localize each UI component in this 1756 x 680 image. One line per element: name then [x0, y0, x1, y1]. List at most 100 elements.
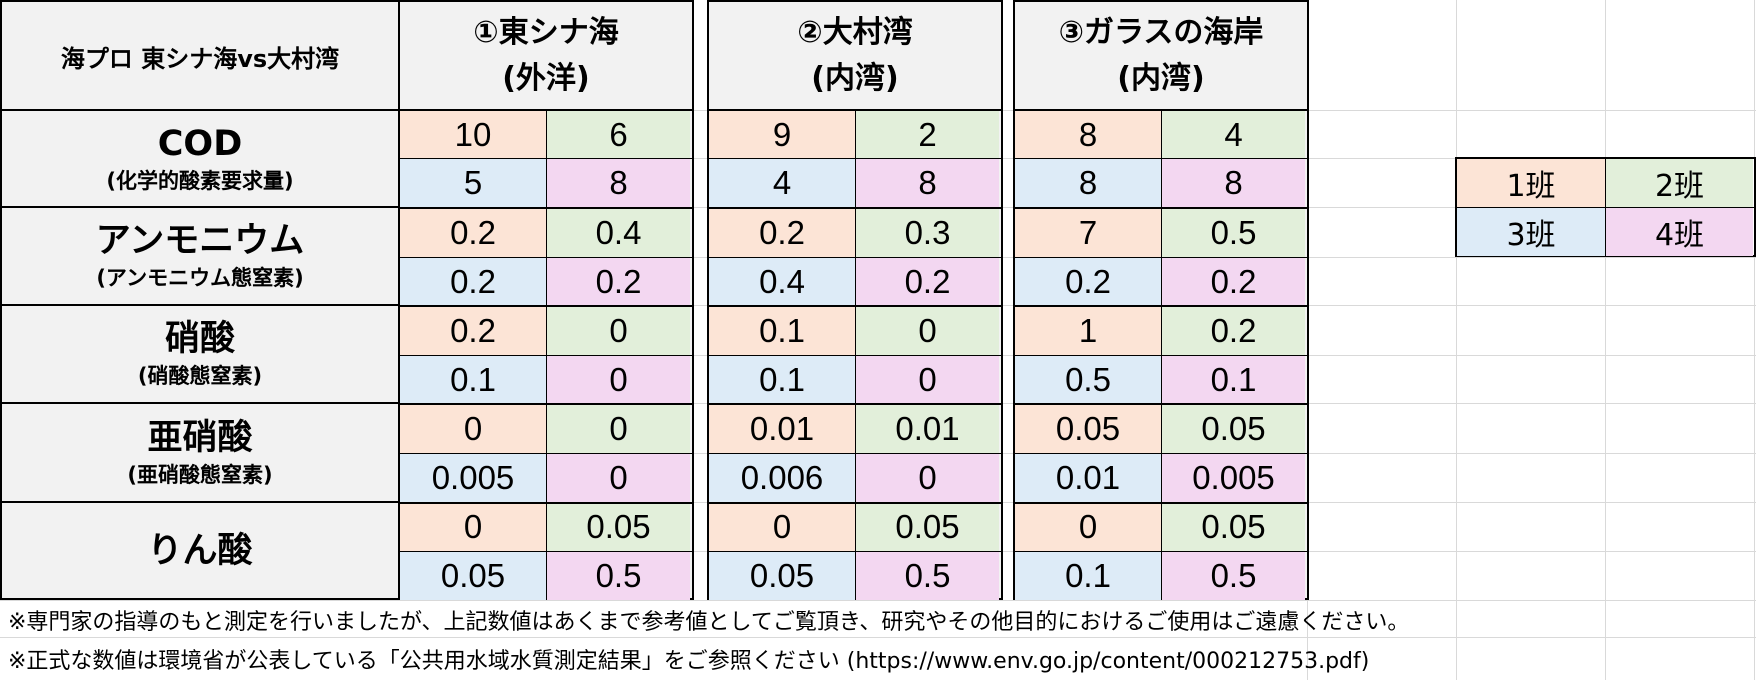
value-cell[interactable]: 0: [856, 356, 999, 403]
disclaimer-note: ※専門家の指導のもと測定を行いましたが、上記数値はあくまで参考値としてご覧頂き、…: [8, 610, 1410, 635]
value-cell[interactable]: 0.2: [400, 258, 546, 305]
row-label: 硝酸 (硝酸態窒素): [2, 305, 398, 403]
column-separator: [855, 110, 856, 600]
value-cell[interactable]: 8: [1015, 159, 1161, 207]
value-cell[interactable]: 0.2: [1162, 306, 1305, 355]
row-label: COD (化学的酸素要求量): [2, 110, 398, 207]
value-cell[interactable]: 0.01: [856, 404, 999, 453]
value-cell[interactable]: 4: [1162, 111, 1305, 158]
value-cell[interactable]: 0.2: [709, 208, 855, 257]
value-cell[interactable]: 0.2: [856, 258, 999, 305]
value-cell[interactable]: 7: [1015, 208, 1161, 257]
row-label-sub: (亜硝酸態窒素): [127, 462, 273, 487]
value-cell[interactable]: 0.2: [547, 258, 690, 305]
group-sub: (外洋): [502, 61, 590, 96]
value-cell[interactable]: 0.05: [1162, 404, 1305, 453]
value-cell[interactable]: 6: [547, 111, 690, 158]
row-label: アンモニウム (アンモニウム態窒素): [2, 207, 398, 305]
row-label-main: アンモニウム: [95, 221, 305, 261]
value-cell[interactable]: 8: [1015, 111, 1161, 158]
row-label-main: COD: [157, 123, 243, 164]
group-header: ②大村湾 (内湾): [709, 2, 1001, 110]
value-cell[interactable]: 0.1: [1162, 356, 1305, 403]
value-cell[interactable]: 0.5: [1015, 356, 1161, 403]
value-cell[interactable]: 2: [856, 111, 999, 158]
legend-cell: 4班: [1606, 208, 1753, 256]
row-label-main: 硝酸: [164, 319, 235, 359]
value-cell[interactable]: 8: [547, 159, 690, 207]
group-name: ②大村湾: [797, 15, 913, 50]
value-cell[interactable]: 0.05: [856, 503, 999, 551]
value-cell[interactable]: 0.2: [400, 208, 546, 257]
label-separator: [0, 402, 400, 404]
value-cell[interactable]: 0: [1015, 503, 1161, 551]
group-sub: (内湾): [811, 61, 899, 96]
value-cell[interactable]: 0.005: [400, 454, 546, 502]
row-label-sub: (アンモニウム態窒素): [96, 266, 304, 290]
value-cell[interactable]: 0.05: [400, 552, 546, 600]
group-name: ③ガラスの海岸: [1058, 15, 1264, 50]
value-cell[interactable]: 0: [856, 454, 999, 502]
value-cell[interactable]: 0: [547, 404, 690, 453]
value-cell[interactable]: 0.3: [856, 208, 999, 257]
column-separator: [1161, 110, 1162, 600]
value-cell[interactable]: 0: [547, 306, 690, 355]
value-cell[interactable]: 0.5: [1162, 208, 1305, 257]
value-cell[interactable]: 0.05: [547, 503, 690, 551]
legend-separator: [1456, 207, 1754, 208]
value-cell[interactable]: 4: [709, 159, 855, 207]
label-separator: [0, 206, 400, 208]
value-cell[interactable]: 1: [1015, 306, 1161, 355]
value-cell[interactable]: 0.1: [709, 306, 855, 355]
value-cell[interactable]: 9: [709, 111, 855, 158]
value-cell[interactable]: 0.2: [1015, 258, 1161, 305]
value-cell[interactable]: 0.2: [1162, 258, 1305, 305]
group-name: ①東シナ海: [473, 15, 619, 50]
label-separator: [0, 501, 400, 503]
sheet-title: 海プロ 東シナ海vs大村湾: [60, 44, 340, 73]
group-header: ③ガラスの海岸 (内湾): [1015, 2, 1307, 110]
value-cell[interactable]: 0.05: [709, 552, 855, 600]
row-label-main: 亜硝酸: [147, 417, 253, 458]
row-label-sub: (硝酸態窒素): [137, 364, 263, 388]
value-cell[interactable]: 0.1: [1015, 552, 1161, 600]
value-cell[interactable]: 0.4: [709, 258, 855, 305]
value-cell[interactable]: 0: [709, 503, 855, 551]
legend-cell: 1班: [1457, 159, 1605, 207]
group-sub: (内湾): [1117, 61, 1205, 96]
value-cell[interactable]: 0.1: [400, 356, 546, 403]
source-note: ※正式な数値は環境省が公表している「公共用水域水質測定結果」をご参照ください (…: [8, 649, 1370, 674]
value-cell[interactable]: 0.05: [1015, 404, 1161, 453]
value-cell[interactable]: 5: [400, 159, 546, 207]
row-label-sub: (化学的酸素要求量): [106, 168, 294, 193]
value-cell[interactable]: 0.5: [1162, 552, 1305, 600]
value-cell[interactable]: 8: [1162, 159, 1305, 207]
row-label: りん酸: [2, 502, 398, 600]
value-cell[interactable]: 0.005: [1162, 454, 1305, 502]
value-cell[interactable]: 0.01: [709, 404, 855, 453]
value-cell[interactable]: 8: [856, 159, 999, 207]
value-cell[interactable]: 0.05: [1162, 503, 1305, 551]
label-separator: [0, 109, 400, 111]
column-separator: [546, 110, 547, 600]
value-cell[interactable]: 0.4: [547, 208, 690, 257]
value-cell[interactable]: 0: [547, 356, 690, 403]
value-cell[interactable]: 10: [400, 111, 546, 158]
value-cell[interactable]: 0.1: [709, 356, 855, 403]
value-cell[interactable]: 0.5: [547, 552, 690, 600]
value-cell[interactable]: 0.2: [400, 306, 546, 355]
value-cell[interactable]: 0.01: [1015, 454, 1161, 502]
value-cell[interactable]: 0.5: [856, 552, 999, 600]
value-cell[interactable]: 0: [547, 454, 690, 502]
legend-cell: 2班: [1606, 159, 1753, 207]
value-cell[interactable]: 0: [856, 306, 999, 355]
row-label: 亜硝酸 (亜硝酸態窒素): [2, 403, 398, 502]
row-label-main: りん酸: [147, 531, 253, 571]
legend-cell: 3班: [1457, 208, 1605, 256]
value-cell[interactable]: 0: [400, 503, 546, 551]
label-column: [0, 0, 400, 600]
group-header: ①東シナ海 (外洋): [400, 2, 692, 110]
value-cell[interactable]: 0: [400, 404, 546, 453]
value-cell[interactable]: 0.006: [709, 454, 855, 502]
label-separator: [0, 304, 400, 306]
